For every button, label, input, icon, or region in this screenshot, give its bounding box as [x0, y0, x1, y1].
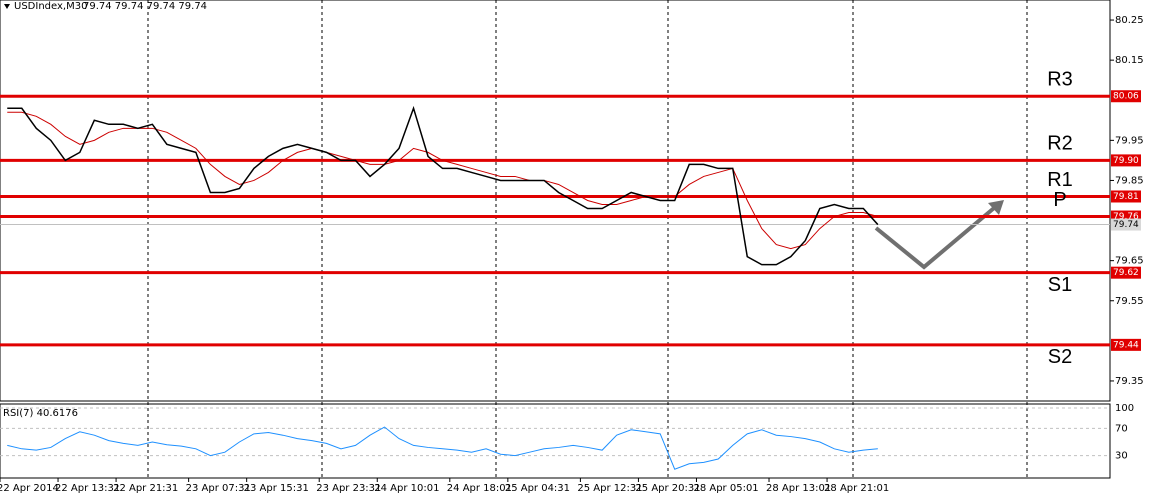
level-box — [1111, 266, 1141, 279]
level-price: 79.62 — [1113, 268, 1139, 278]
rsi-frame — [0, 403, 1111, 479]
x-tick-label: 25 Apr 12:31 — [577, 483, 642, 494]
x-tick-label: 23 Apr 23:31 — [316, 483, 381, 494]
price-frame — [0, 0, 1111, 402]
level-price: 79.90 — [1113, 156, 1139, 166]
x-tick-label: 22 Apr 13:31 — [55, 483, 120, 494]
level-name: R3 — [1047, 69, 1073, 91]
y-tick-label: 79.85 — [1115, 175, 1144, 186]
separators — [147, 0, 1028, 478]
chart-title: USDIndex,M30 — [14, 1, 87, 12]
x-tick-label: 28 Apr 21:01 — [824, 483, 889, 494]
level-price: 79.81 — [1113, 192, 1139, 202]
level-name: R2 — [1047, 133, 1073, 155]
x-tick-label: 28 Apr 05:01 — [693, 483, 758, 494]
y-tick-label: 79.55 — [1115, 296, 1144, 307]
level-name: S1 — [1048, 274, 1072, 296]
rsi-label: RSI(7) 40.6176 — [3, 408, 78, 419]
y-tick-label: 79.95 — [1115, 135, 1144, 146]
level-name: R1 — [1047, 169, 1073, 191]
x-tick-label: 23 Apr 15:31 — [244, 483, 309, 494]
arrow-head — [988, 200, 1004, 215]
y-tick-label: 79.35 — [1115, 376, 1144, 387]
last-price-box — [1111, 218, 1141, 231]
rsi-tick-label: 30 — [1115, 451, 1128, 462]
x-tick-label: 24 Apr 10:01 — [374, 483, 439, 494]
level-price: 79.76 — [1113, 212, 1139, 222]
rsi-line — [7, 426, 878, 470]
level-name: P — [1053, 189, 1066, 211]
y-tick-label: 79.65 — [1115, 256, 1144, 267]
y-tick-label: 80.25 — [1115, 15, 1144, 26]
y-tick-label: 80.15 — [1115, 55, 1144, 66]
level-box — [1111, 154, 1141, 167]
menu-arrow[interactable] — [4, 4, 10, 9]
rsi-tick-label: 100 — [1115, 403, 1134, 414]
last-price-label: 79.74 — [1113, 220, 1139, 230]
level-price: 79.44 — [1113, 340, 1139, 350]
x-tick-label: 22 Apr 2014 — [0, 483, 59, 494]
price-line — [7, 105, 879, 266]
x-tick-label: 25 Apr 04:31 — [505, 483, 570, 494]
x-tick-label: 28 Apr 13:01 — [766, 483, 831, 494]
quote: 79.74 79.74 79.74 79.74 — [83, 1, 207, 12]
level-name: S2 — [1048, 346, 1072, 368]
level-box — [1111, 338, 1141, 351]
x-tick-label: 22 Apr 21:31 — [113, 483, 178, 494]
level-box — [1111, 190, 1141, 203]
level-price: 80.06 — [1113, 92, 1139, 102]
x-tick-label: 23 Apr 07:31 — [186, 483, 251, 494]
rsi-tick-label: 70 — [1115, 423, 1128, 434]
x-tick-label: 24 Apr 18:01 — [447, 483, 512, 494]
x-tick-label: 25 Apr 20:31 — [635, 483, 700, 494]
level-box — [1111, 90, 1141, 103]
